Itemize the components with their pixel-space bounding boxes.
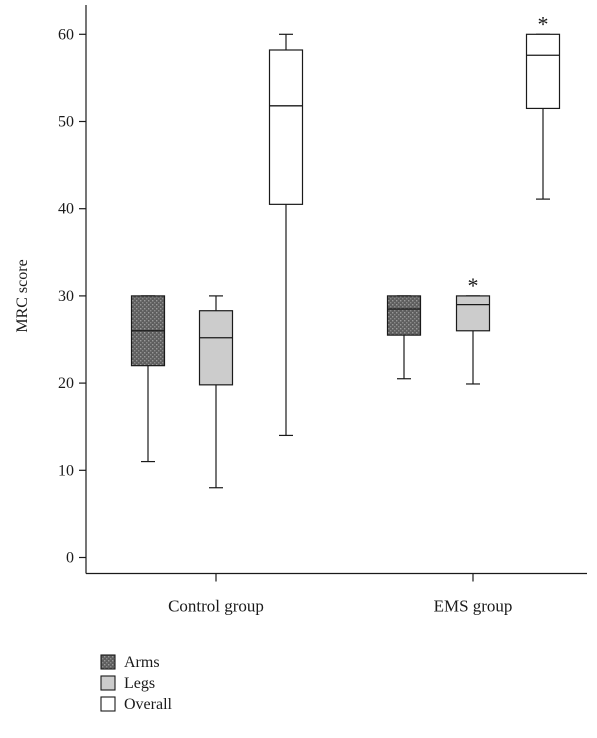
box-iqr	[386, 295, 422, 336]
box-arms-control	[130, 295, 166, 463]
box-legs-control	[198, 295, 234, 489]
y-tick-label: 30	[58, 288, 74, 305]
significance-star: *	[468, 273, 479, 298]
box-iqr	[198, 310, 234, 386]
box-iqr	[455, 295, 491, 332]
box-overall-control	[268, 33, 304, 437]
y-tick-label: 10	[58, 462, 74, 479]
box-legs-ems: *	[455, 273, 491, 385]
y-axis: 0 10 20 30 40 50 60	[58, 5, 87, 574]
legend-label-overall: Overall	[124, 696, 173, 713]
y-axis-title: MRC score	[14, 259, 31, 332]
box-overall-ems: *	[525, 11, 561, 200]
box-iqr	[525, 33, 561, 110]
box-iqr	[268, 49, 304, 205]
y-tick-label: 50	[58, 114, 74, 131]
y-tick-label: 20	[58, 375, 74, 392]
x-category-label: Control group	[168, 597, 264, 616]
legend-swatch-legs	[100, 675, 116, 691]
boxes: **	[130, 11, 561, 489]
legend-label-legs: Legs	[124, 675, 155, 692]
y-tick-label: 40	[58, 201, 74, 218]
x-axis: Control group EMS group	[86, 572, 587, 616]
legend: Arms Legs Overall	[100, 654, 173, 713]
x-category-label: EMS group	[434, 597, 513, 616]
legend-label-arms: Arms	[124, 654, 160, 671]
box-arms-ems	[386, 295, 422, 380]
y-tick-label: 0	[66, 550, 74, 567]
legend-swatch-arms	[100, 654, 116, 670]
y-tick-label: 60	[58, 26, 74, 43]
significance-star: *	[538, 11, 549, 36]
legend-swatch-overall	[100, 696, 116, 712]
